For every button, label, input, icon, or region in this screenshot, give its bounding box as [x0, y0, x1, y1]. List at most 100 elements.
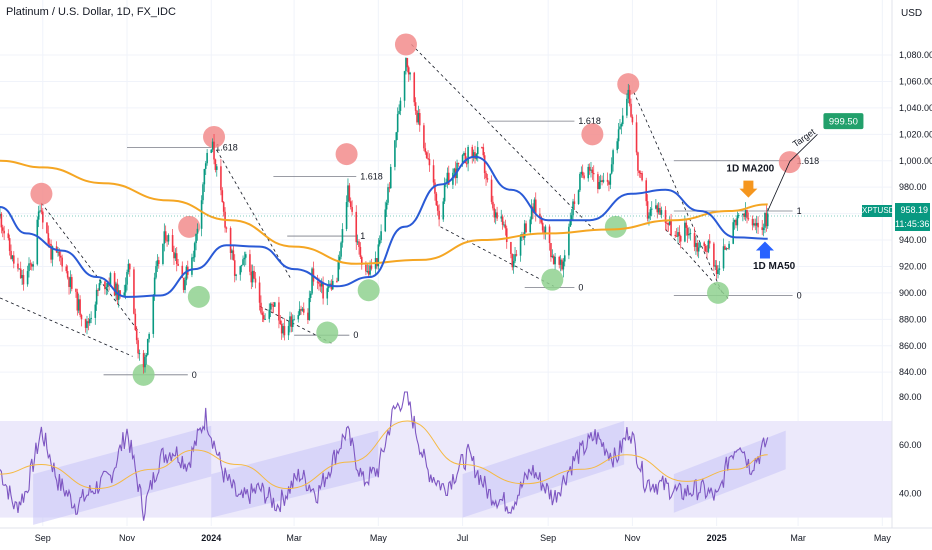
candle-body: [127, 263, 130, 273]
candle-body: [534, 199, 537, 214]
candle-body: [409, 72, 411, 75]
candle-body: [326, 288, 329, 299]
candle-body: [115, 283, 117, 296]
candle-body: [279, 320, 282, 325]
candle-body: [474, 152, 476, 159]
candle-body: [512, 261, 515, 268]
fib-level-label: 1: [360, 231, 365, 241]
candle-body: [298, 309, 301, 316]
candle-body: [367, 270, 370, 275]
candle-body: [735, 219, 737, 226]
candle-body: [588, 166, 591, 171]
time-tick-label: Jul: [457, 533, 469, 543]
candle-body: [164, 231, 167, 241]
candle-body: [398, 110, 400, 115]
candle-body: [222, 202, 225, 212]
candle-body: [617, 129, 620, 142]
candle-body: [162, 243, 164, 264]
candle-body: [278, 302, 280, 321]
candle-body: [11, 255, 14, 259]
fib-level-label: 1: [797, 206, 802, 216]
candle-body: [608, 181, 610, 185]
candle-body: [192, 257, 195, 259]
candle-body: [327, 286, 330, 289]
candle-body: [503, 224, 505, 226]
candle-body: [40, 210, 43, 212]
candle-body: [119, 290, 121, 296]
candle-body: [251, 270, 254, 283]
candle-body: [221, 190, 224, 203]
candle-body: [37, 211, 40, 220]
candle-body: [57, 251, 59, 253]
trend-channel-line: [633, 91, 723, 294]
candle-body: [543, 230, 545, 234]
fib-level-label: 0: [353, 330, 358, 340]
rsi-tick-label: 40.00: [899, 488, 922, 498]
candle-body: [319, 283, 322, 287]
candle-body: [69, 277, 72, 287]
candle-body: [84, 319, 87, 328]
fib-level-label: 1.618: [797, 156, 820, 166]
candle-body: [80, 314, 83, 320]
candle-body: [558, 256, 561, 265]
candle-body: [29, 263, 32, 265]
candle-body: [424, 148, 427, 153]
candle-body: [271, 303, 273, 306]
time-tick-label: Nov: [624, 533, 641, 543]
candle-body: [171, 235, 174, 252]
candle-body: [28, 263, 30, 272]
candle-body: [667, 223, 670, 225]
candle-body: [592, 172, 595, 175]
candle-body: [195, 233, 197, 244]
target-value-label: 999.50: [829, 117, 858, 128]
candle-body: [355, 211, 358, 243]
candle-body: [293, 319, 295, 321]
candle-body: [569, 220, 572, 227]
candle-body: [685, 222, 688, 228]
candle-body: [742, 213, 744, 216]
price-tick-label: 880.00: [899, 314, 927, 324]
candle-body: [148, 333, 150, 339]
swing-low-marker: [316, 321, 339, 344]
candle-body: [3, 230, 5, 234]
candle-body: [126, 272, 128, 285]
candle-body: [416, 110, 418, 123]
trend-channel-line: [216, 149, 292, 280]
candle-body: [137, 340, 139, 354]
candle-body: [648, 215, 650, 219]
candle-body: [30, 264, 33, 267]
candle-body: [660, 210, 663, 215]
candle-body: [71, 277, 73, 289]
candle-body: [337, 261, 340, 281]
candle-body: [214, 159, 217, 170]
candle-body: [282, 326, 284, 334]
candle-body: [559, 259, 562, 265]
fib-level-label: 1.618: [360, 172, 383, 182]
candle-body: [19, 268, 22, 279]
candle-body: [264, 318, 266, 320]
candle-body: [496, 212, 498, 219]
candle-body: [311, 268, 313, 294]
price-tick-label: 1,040.00: [899, 103, 932, 113]
candle-body: [655, 205, 657, 209]
candle-body: [358, 241, 360, 247]
candle-body: [599, 180, 602, 182]
candle-body: [272, 305, 275, 307]
candle-body: [42, 211, 44, 223]
candle-body: [436, 205, 439, 211]
candle-body: [453, 168, 456, 173]
currency-label[interactable]: USD: [901, 8, 923, 19]
candle-body: [387, 187, 389, 203]
candle-body: [757, 222, 759, 228]
candle-body: [128, 263, 131, 270]
candle-body: [572, 201, 574, 216]
candle-body: [463, 152, 465, 156]
candle-body: [554, 256, 556, 265]
candle-body: [10, 250, 12, 259]
candle-body: [427, 158, 429, 160]
time-tick-label: Mar: [286, 533, 302, 543]
candle-body: [138, 353, 141, 355]
candle-body: [206, 152, 208, 164]
